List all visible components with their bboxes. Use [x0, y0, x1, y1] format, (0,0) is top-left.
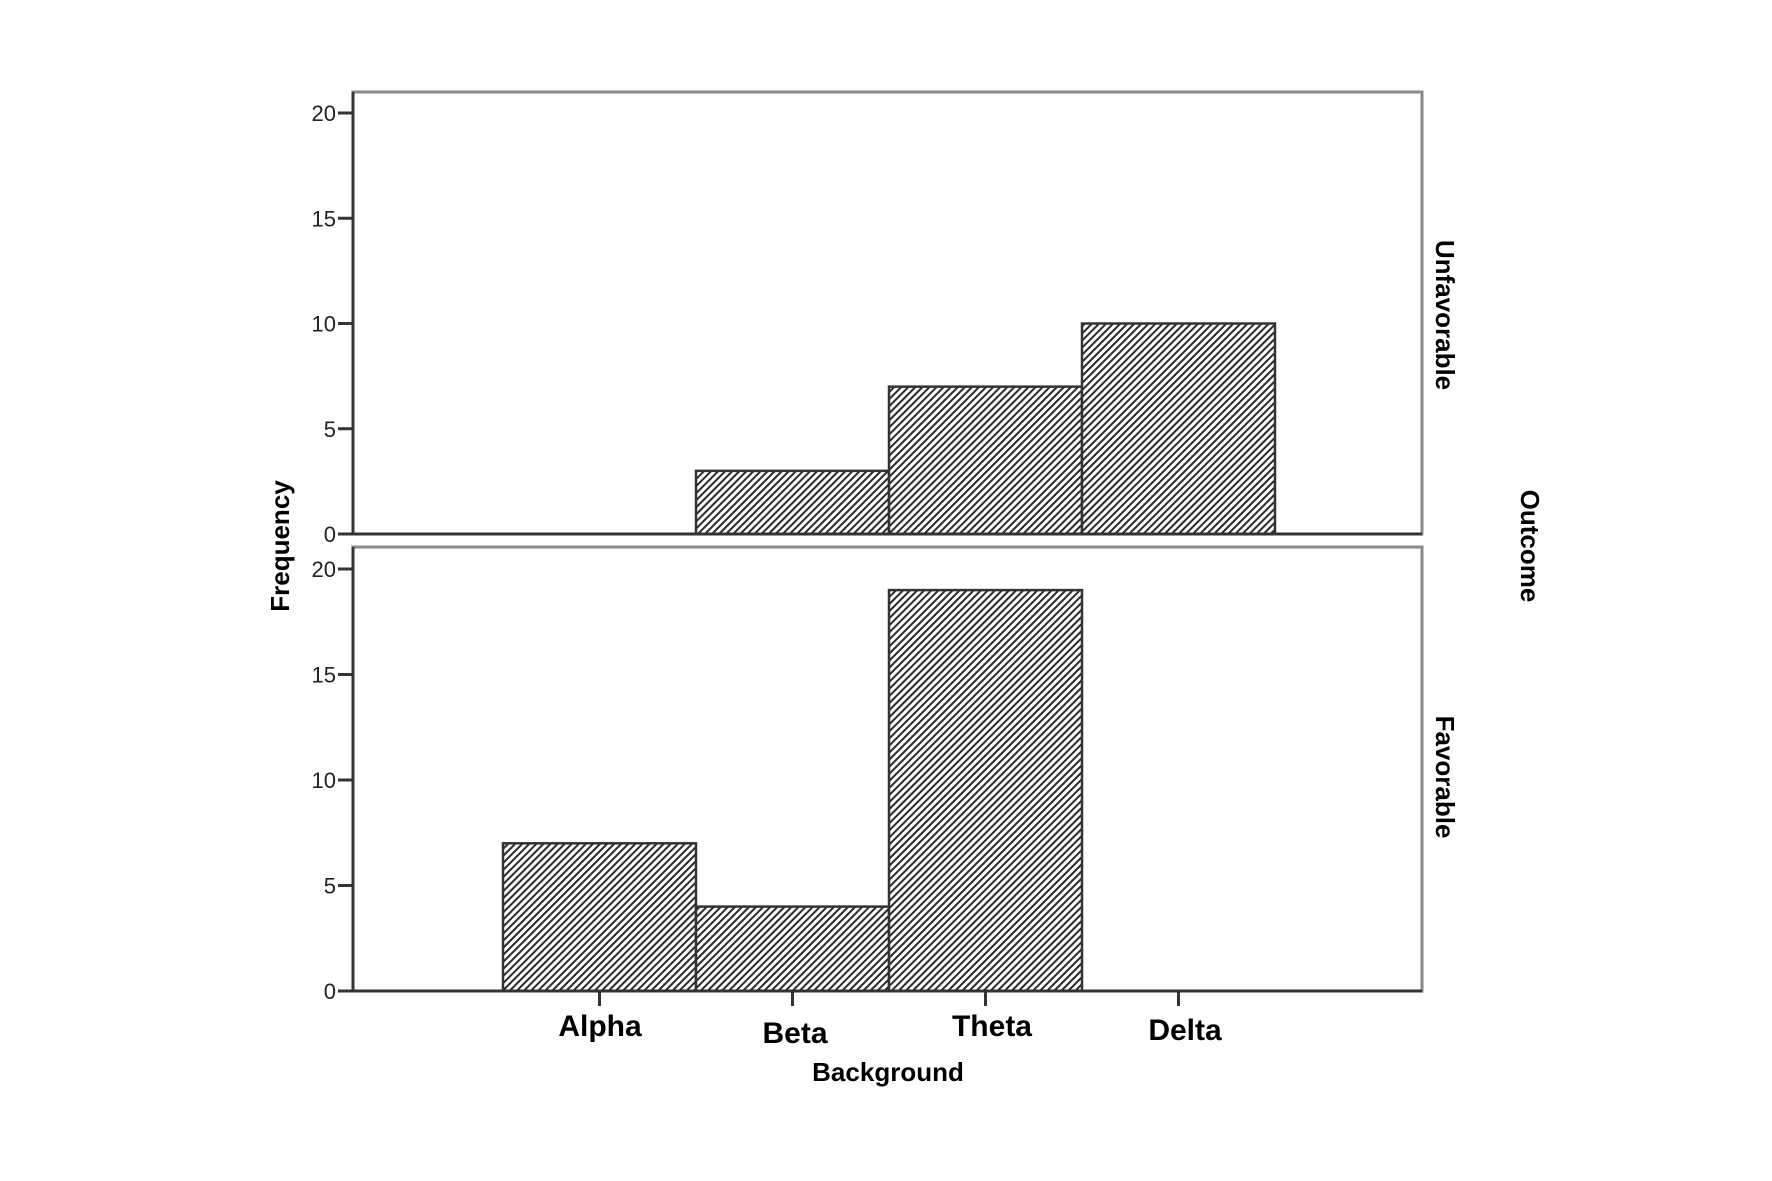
chart-panels: 0 5 10 15 20 0 5 10 15 20	[312, 90, 1424, 1006]
y-tick-label: 0	[324, 979, 336, 1004]
bar-beta	[694, 469, 891, 536]
x-axis-title: Background	[812, 1057, 964, 1087]
bar-alpha	[501, 842, 698, 993]
bar-beta	[694, 905, 891, 993]
y-axis-title: Frequency	[265, 480, 295, 612]
y-tick-label: 20	[312, 101, 336, 126]
y-tick-label: 15	[312, 663, 336, 688]
bar-delta	[1080, 322, 1277, 536]
bar-theta	[887, 588, 1084, 993]
facet-title-outcome: Outcome	[1515, 490, 1545, 603]
x-tick-label-theta: Theta	[952, 1010, 1032, 1043]
y-tick-label: 5	[324, 874, 336, 899]
x-tick-label-alpha: Alpha	[558, 1010, 642, 1043]
y-tick-label: 15	[312, 206, 336, 231]
y-tick-label: 10	[312, 312, 336, 337]
panel-favorable: 0 5 10 15 20	[312, 545, 1424, 1006]
x-tick-label-beta: Beta	[762, 1017, 827, 1050]
y-tick-label: 10	[312, 768, 336, 793]
panel-unfavorable: 0 5 10 15 20	[312, 90, 1424, 547]
y-tick-label: 20	[312, 557, 336, 582]
panel-label-unfavorable: Unfavorable	[1430, 240, 1460, 390]
y-tick-label: 0	[324, 522, 336, 547]
y-tick-label: 5	[324, 417, 336, 442]
panel-label-favorable: Favorable	[1430, 716, 1460, 839]
x-tick-label-delta: Delta	[1148, 1014, 1222, 1047]
bar-theta	[887, 385, 1084, 536]
